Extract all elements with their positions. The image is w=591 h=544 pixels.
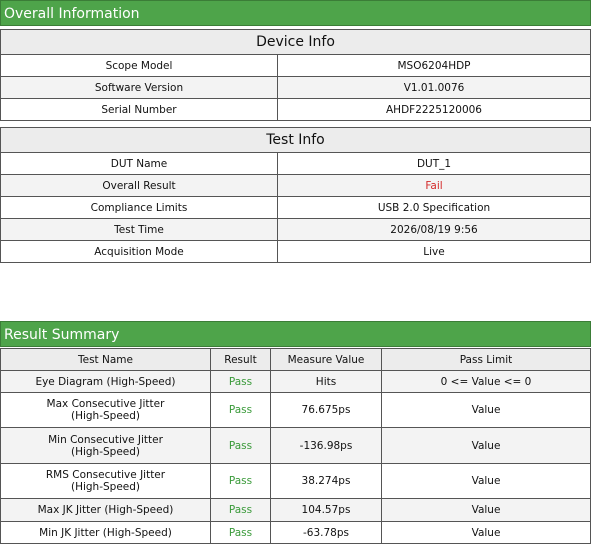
measure-value: Hits xyxy=(270,370,382,393)
measure-value: -136.98ps xyxy=(270,427,382,464)
text: Max Consecutive Jitter (High-Speed) xyxy=(46,398,165,422)
pass-limit: Value xyxy=(381,427,591,464)
text: Min Consecutive Jitter (High-Speed) xyxy=(48,433,163,458)
value: Live xyxy=(277,240,591,263)
result: Pass xyxy=(210,498,271,522)
test-name: Max Consecutive Jitter (High-Speed) xyxy=(0,392,211,428)
section-title: Result Summary xyxy=(0,321,591,347)
value: MSO6204HDP xyxy=(277,54,591,77)
pass-limit: Value xyxy=(381,521,591,544)
label: Software Version xyxy=(0,76,278,99)
table-title: Device Info xyxy=(0,29,591,55)
result: Pass xyxy=(210,392,271,428)
measure-value: 76.675ps xyxy=(270,392,382,428)
label: Compliance Limits xyxy=(0,196,278,219)
pass-limit: Value xyxy=(381,463,591,499)
text: Max JK Jitter (High-Speed) xyxy=(37,504,174,516)
test-name: Eye Diagram (High-Speed) xyxy=(0,370,211,393)
test-name: RMS Consecutive Jitter (High-Speed) xyxy=(0,463,211,499)
result-table: Test Name Result Measure Value Pass Limi… xyxy=(0,348,591,544)
section-title: Overall Information xyxy=(0,0,591,26)
column-header: Result xyxy=(210,348,271,371)
value: USB 2.0 Specification xyxy=(277,196,591,219)
measure-value: -63.78ps xyxy=(270,521,382,544)
label: Test Time xyxy=(0,218,278,241)
value: 2026/08/19 9:56 xyxy=(277,218,591,241)
text: RMS Consecutive Jitter (High-Speed) xyxy=(45,469,166,493)
test-name: Max JK Jitter (High-Speed) xyxy=(0,498,211,522)
column-header: Measure Value xyxy=(270,348,382,371)
text: Eye Diagram (High-Speed) xyxy=(35,375,176,388)
pass-limit: 0 <= Value <= 0 xyxy=(381,370,591,393)
column-header: Test Name xyxy=(0,348,211,371)
result: Pass xyxy=(210,427,271,464)
result: Pass xyxy=(210,463,271,499)
column-header: Pass Limit xyxy=(381,348,591,371)
value: V1.01.0076 xyxy=(277,76,591,99)
measure-value: 38.274ps xyxy=(270,463,382,499)
result: Pass xyxy=(210,370,271,393)
test-name: Min Consecutive Jitter (High-Speed) xyxy=(0,427,211,464)
value: Fail xyxy=(277,174,591,197)
label: Overall Result xyxy=(0,174,278,197)
device-info-table: Device Info Scope Model MSO6204HDP Softwa… xyxy=(0,29,591,121)
value: DUT_1 xyxy=(277,152,591,175)
value: AHDF2225120006 xyxy=(277,98,591,121)
label: DUT Name xyxy=(0,152,278,175)
label: Acquisition Mode xyxy=(0,240,278,263)
measure-value: 104.57ps xyxy=(270,498,382,522)
label: Serial Number xyxy=(0,98,278,121)
table-title: Test Info xyxy=(0,127,591,153)
pass-limit: Value xyxy=(381,392,591,428)
pass-limit: Value xyxy=(381,498,591,522)
test-info-table: Test Info DUT Name DUT_1 Overall Result Fa… xyxy=(0,127,591,263)
text: Min JK Jitter (High-Speed) xyxy=(39,526,172,539)
label: Scope Model xyxy=(0,54,278,77)
test-name: Min JK Jitter (High-Speed) xyxy=(0,521,211,544)
result: Pass xyxy=(210,521,271,544)
